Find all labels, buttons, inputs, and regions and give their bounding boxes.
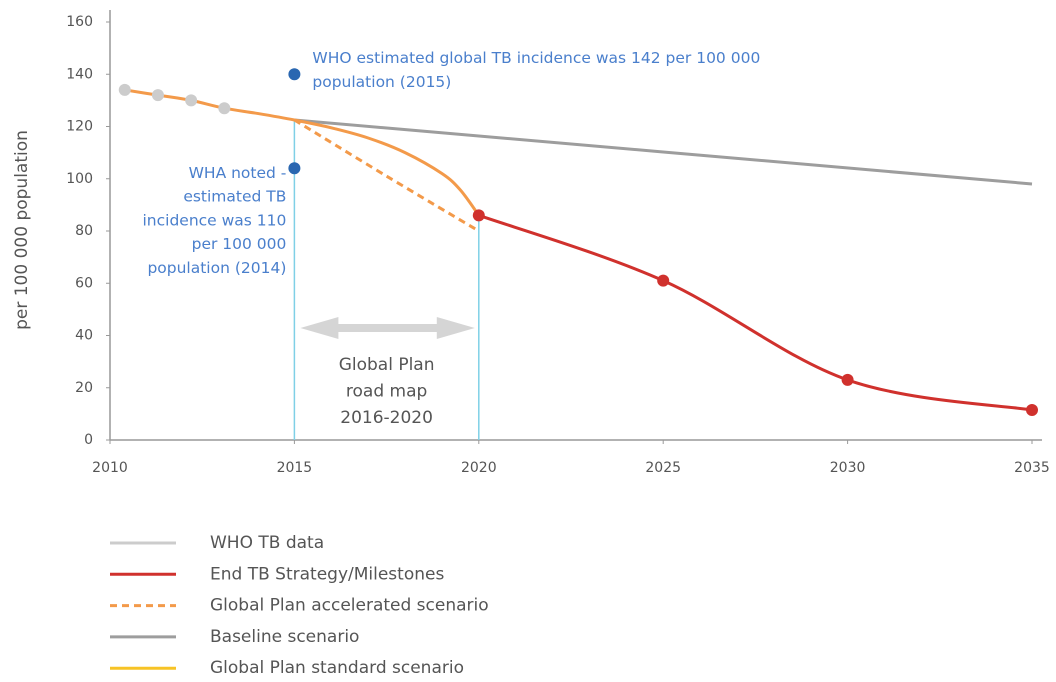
y-tick-label: 80	[75, 223, 93, 239]
data-point	[472, 209, 485, 222]
series-line	[294, 118, 1033, 186]
y-tick-label: 20	[75, 380, 93, 396]
y-tick-label: 120	[66, 119, 93, 135]
annotation-text: incidence was 110	[142, 211, 286, 229]
x-tick-label: 2015	[277, 460, 313, 476]
series-line	[124, 88, 481, 217]
y-tick-label: 60	[75, 275, 93, 291]
series-line	[478, 213, 1033, 412]
legend-label: Global Plan accelerated scenario	[210, 596, 489, 616]
x-tick-label: 2030	[830, 460, 866, 476]
series-line	[293, 118, 480, 233]
period-label: Global Plan	[339, 355, 435, 375]
data-point	[841, 373, 854, 386]
data-point	[657, 274, 670, 287]
legend-label: End TB Strategy/Milestones	[210, 564, 444, 584]
period-label: 2016-2020	[340, 408, 433, 428]
y-tick-label: 100	[66, 171, 93, 187]
x-tick-label: 2035	[1014, 460, 1050, 476]
legend-label: Baseline scenario	[210, 627, 359, 647]
annotation-text: WHA noted -	[189, 164, 287, 182]
x-tick-label: 2010	[92, 460, 128, 476]
y-tick-label: 0	[84, 432, 93, 448]
x-tick-label: 2025	[645, 460, 681, 476]
legend-label: Global Plan standard scenario	[210, 658, 464, 678]
annotation-text: population (2014)	[147, 259, 286, 277]
x-tick-label: 2020	[461, 460, 497, 476]
y-tick-label: 140	[66, 66, 93, 82]
annotation-point	[288, 162, 301, 175]
y-axis-label: per 100 000 population	[12, 130, 32, 330]
period-label: road map	[346, 382, 427, 402]
annotation-text: population (2015)	[312, 73, 451, 91]
y-tick-label: 160	[66, 14, 93, 30]
legend-label: WHO TB data	[210, 533, 324, 553]
data-point	[218, 102, 231, 115]
annotation-text: estimated TB	[183, 188, 286, 206]
annotation-text: per 100 000	[192, 235, 287, 253]
y-tick-label: 40	[75, 328, 93, 344]
annotation-point	[288, 68, 301, 81]
range-arrow	[300, 317, 475, 339]
data-point	[1026, 403, 1038, 416]
data-point	[151, 89, 164, 102]
annotation-text: WHO estimated global TB incidence was 14…	[312, 49, 760, 67]
data-point	[118, 83, 131, 96]
data-point	[185, 94, 198, 107]
